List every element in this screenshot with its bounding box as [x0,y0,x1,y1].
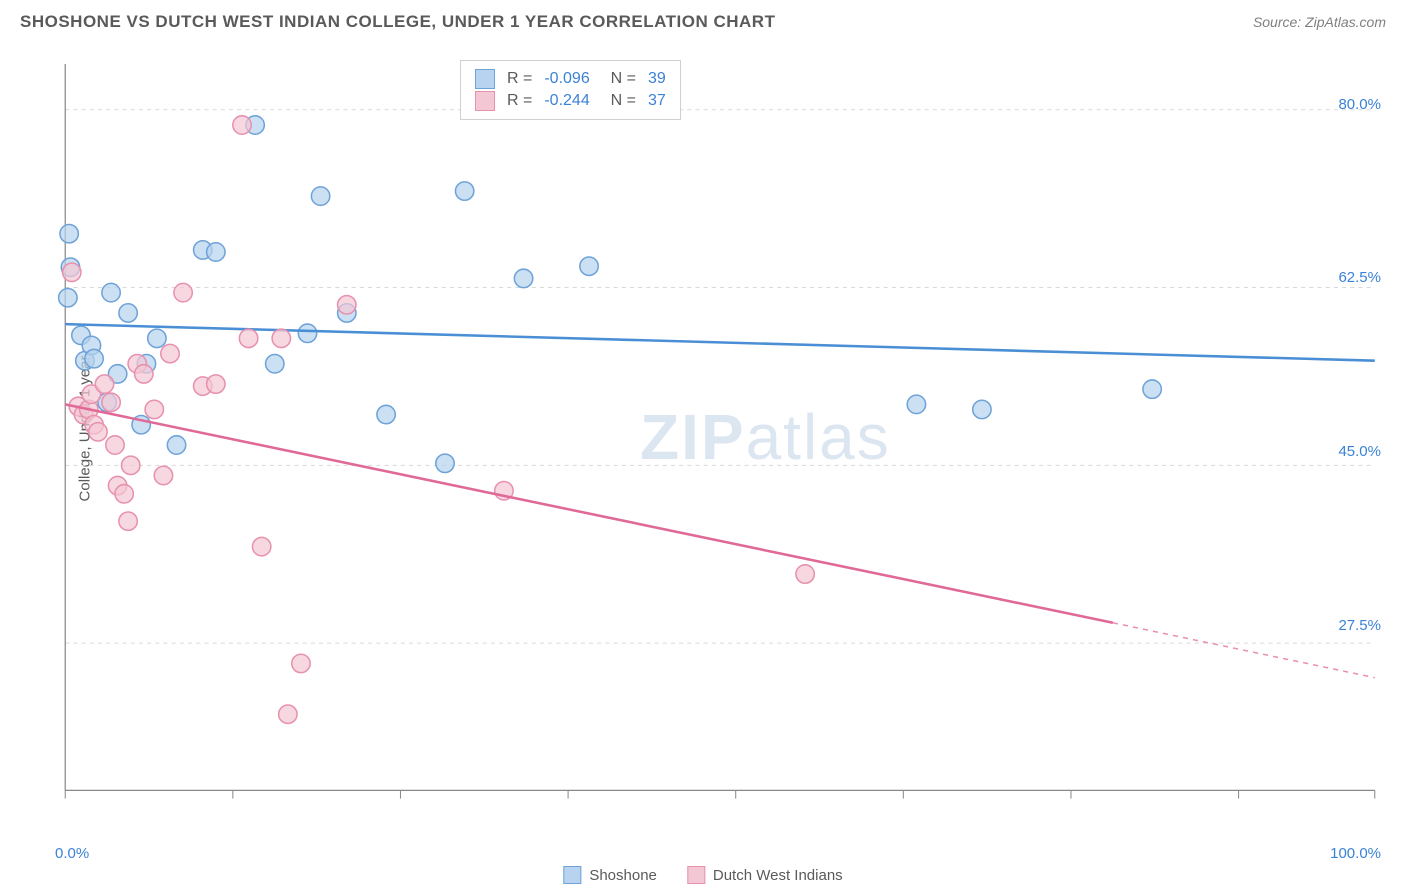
chart-title: SHOSHONE VS DUTCH WEST INDIAN COLLEGE, U… [20,12,775,32]
correlation-legend: R = -0.096 N = 39R = -0.244 N = 37 [460,60,681,120]
x-axis-max-label: 100.0% [1330,845,1381,862]
legend-item: Dutch West Indians [687,866,843,884]
correlation-legend-row: R = -0.244 N = 37 [475,91,666,111]
y-tick-label: 80.0% [1338,96,1381,113]
series-legend: Shoshone Dutch West Indians [563,866,842,884]
y-tick-label: 62.5% [1338,269,1381,286]
scatter-chart [55,55,1385,825]
y-tick-label: 45.0% [1338,443,1381,460]
correlation-legend-row: R = -0.096 N = 39 [475,69,666,89]
x-axis-min-label: 0.0% [55,845,89,862]
y-tick-label: 27.5% [1338,617,1381,634]
source-text: Source: ZipAtlas.com [1253,14,1386,30]
legend-item: Shoshone [563,866,657,884]
